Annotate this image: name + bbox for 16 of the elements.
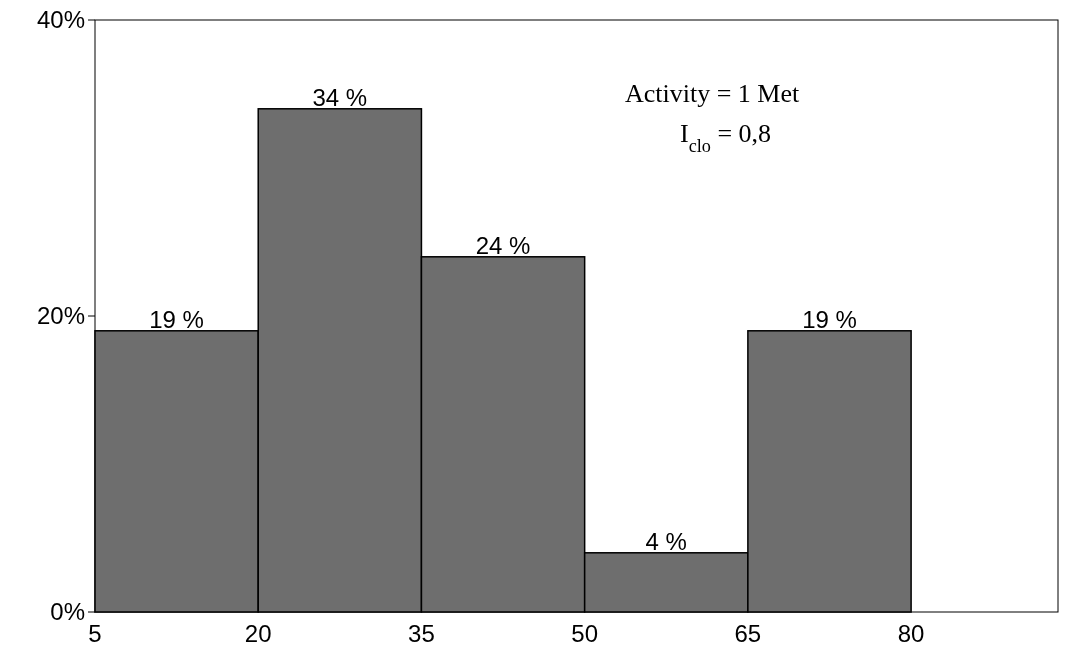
annotation: Activity = 1 Met <box>625 79 801 108</box>
data-label: 19 % <box>149 305 204 333</box>
y-tick-label: 20% <box>36 302 85 330</box>
x-tick-label: 65 <box>734 620 762 647</box>
y-tick-label: 0% <box>50 598 85 626</box>
data-label: 34 % <box>312 83 368 111</box>
data-label: 4 % <box>645 527 687 555</box>
data-label: 24 % <box>475 231 531 259</box>
x-tick-label: 80 <box>897 620 925 647</box>
data-label: 19 % <box>802 305 857 333</box>
x-tick-label: 5 <box>88 620 102 647</box>
x-tick-label: 20 <box>244 620 272 647</box>
annotation: I$_{clo}$ = 0,8 <box>680 119 772 156</box>
x-tick-label: 50 <box>571 620 599 647</box>
y-tick-label: 40% <box>36 6 85 34</box>
x-tick-label: 35 <box>408 620 435 647</box>
